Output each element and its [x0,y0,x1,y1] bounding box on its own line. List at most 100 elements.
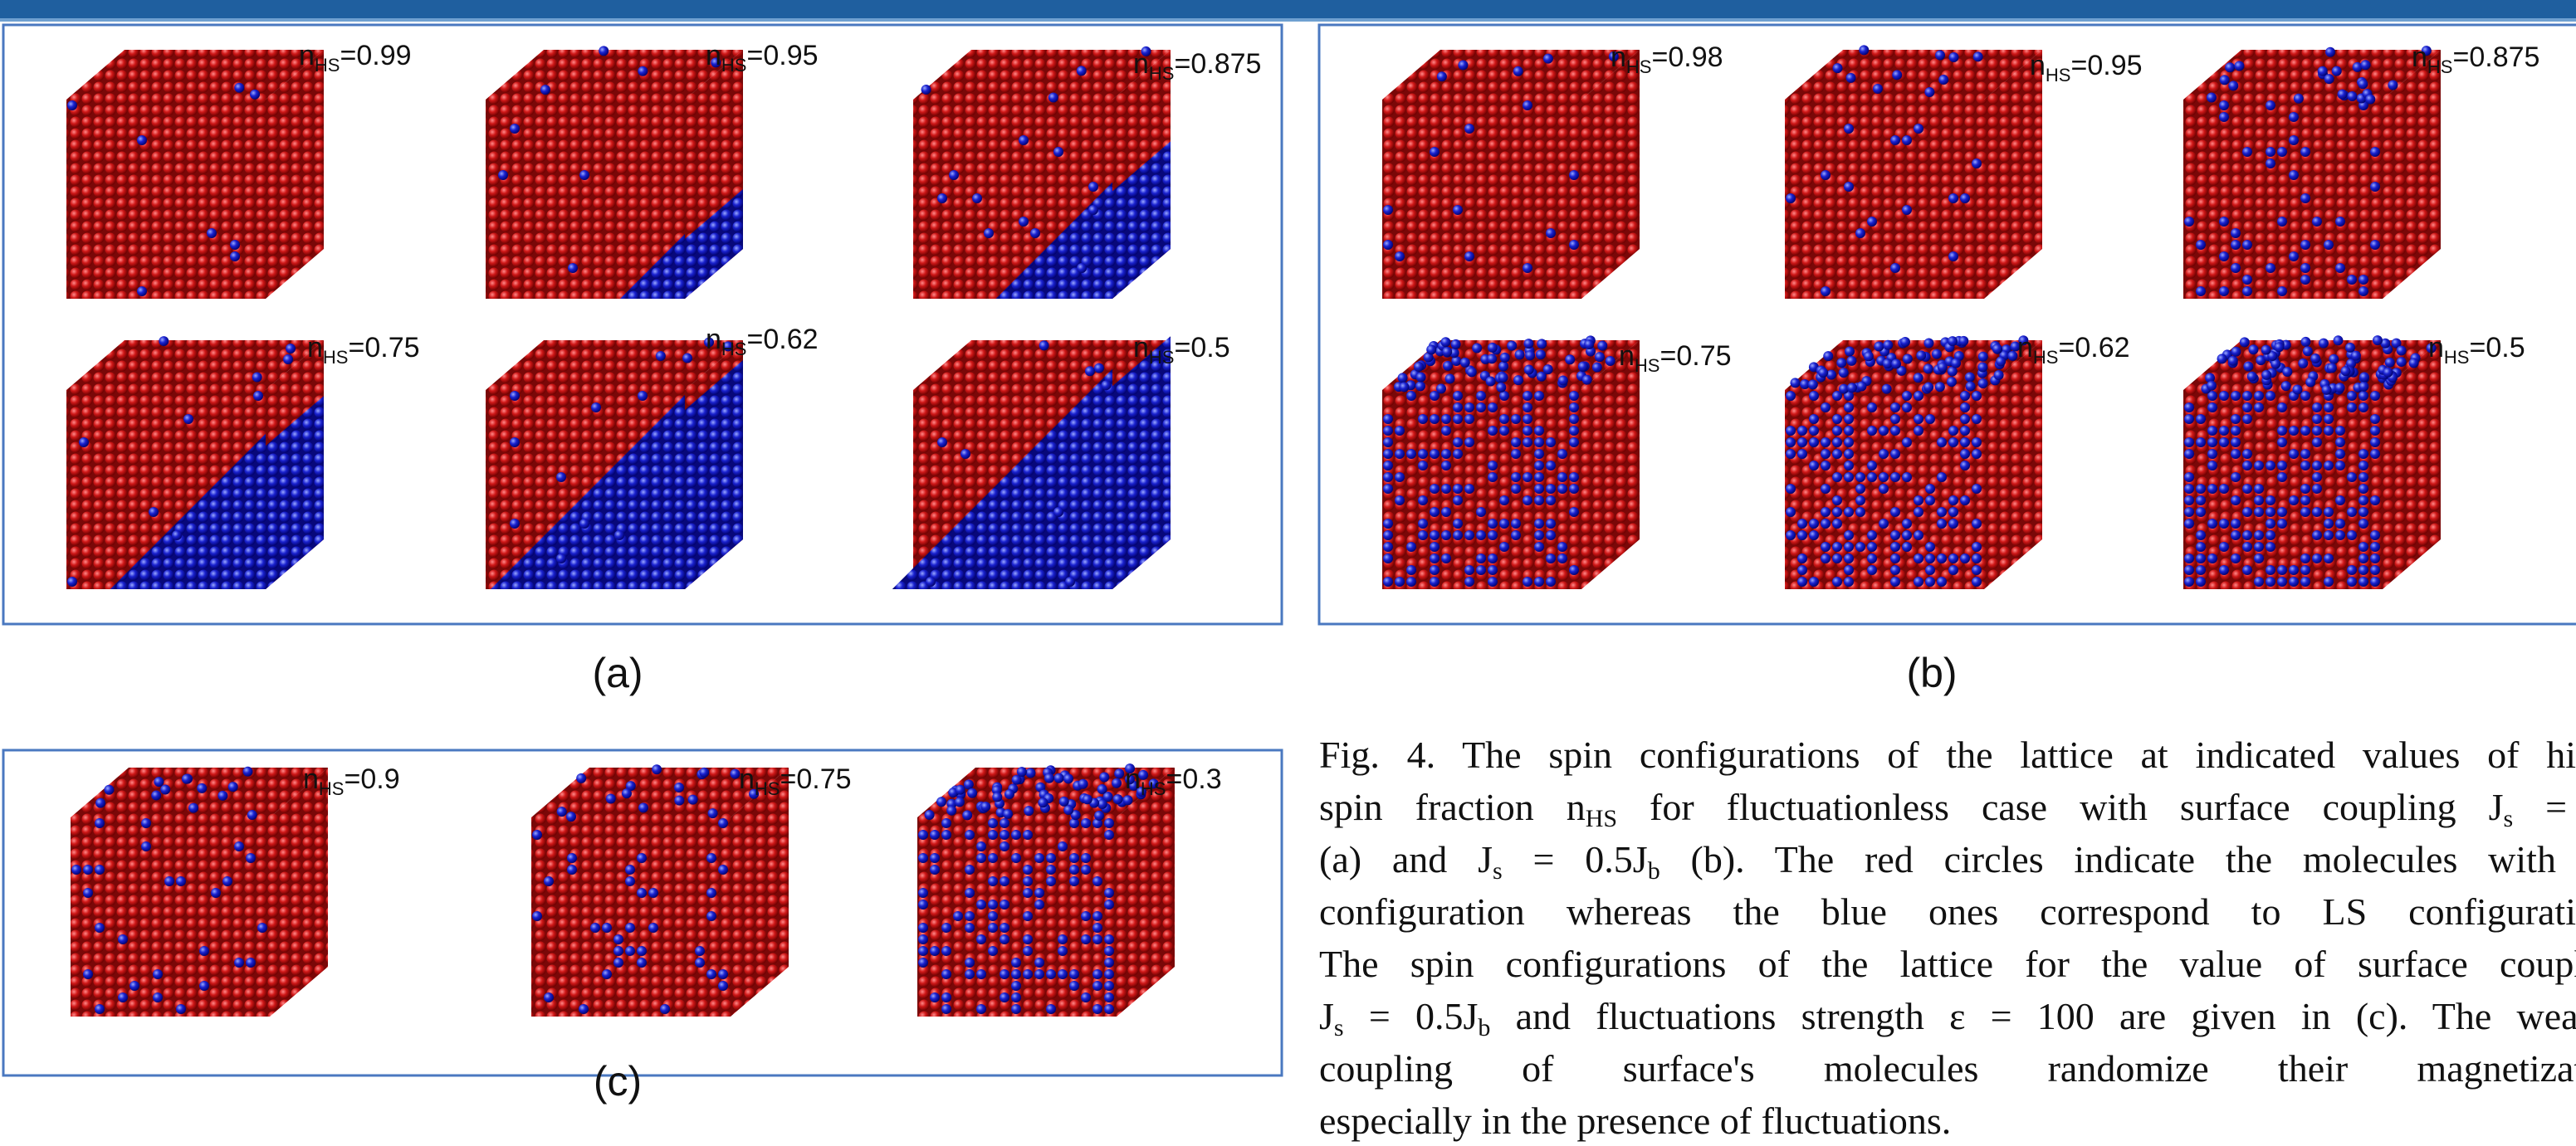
ls-molecule [1082,794,1092,805]
ls-molecule [2324,426,2334,436]
ls-molecule [1418,449,1428,459]
ls-molecule [1960,414,1970,424]
ls-molecule [2347,91,2358,102]
ls-molecule [1972,158,1982,168]
ls-molecule [1092,818,1102,828]
ls-molecule [1488,519,1498,529]
ls-molecule [941,969,951,979]
ls-molecule [2289,577,2299,587]
label-subscript: HS [721,55,747,76]
ls-molecule [1821,484,1831,494]
ls-molecule [95,923,105,933]
ls-molecule [1534,391,1544,401]
ls-molecule [211,888,221,898]
ls-molecule [1557,484,1567,494]
ls-molecule [1977,351,1988,362]
ls-domain [1112,141,1171,299]
ls-molecule [1899,337,1910,348]
ls-molecule [1786,484,1796,494]
ls-molecule [1092,934,1102,944]
ls-molecule [151,790,162,801]
ls-molecule [1946,377,1957,388]
ls-molecule [2277,426,2287,436]
lattice-cube [66,50,324,299]
ls-molecule [2358,519,2368,529]
ls-molecule [602,969,612,979]
ls-molecule [1101,380,1112,391]
caption-text: = 0.5J [1502,838,1648,880]
ls-molecule [1383,484,1393,494]
ls-molecule [936,797,947,807]
ls-molecule [2184,484,2194,494]
ls-molecule [1523,364,1534,375]
ls-molecule [2370,147,2380,157]
ls-molecule [2300,449,2310,459]
ls-molecule [1890,565,1900,575]
label-symbol: n [2030,50,2046,81]
ls-molecule [242,766,253,777]
ls-molecule [1914,426,1923,436]
ls-domain [110,433,266,589]
ls-molecule [2254,507,2264,517]
label-subscript: HS [1635,355,1660,376]
ls-molecule [1426,344,1437,355]
label-value: =0.75 [1659,340,1731,372]
ls-molecule [2242,147,2252,157]
ls-domain [685,189,743,299]
ls-molecule [1092,1004,1102,1014]
ls-molecule [2293,93,2304,104]
ls-molecule [1581,374,1592,385]
ls-molecule [2266,530,2275,540]
cube-top [71,768,328,817]
ls-molecule [1383,461,1393,471]
ls-molecule [1948,251,1958,261]
ls-molecule [1872,83,1883,94]
ls-molecule [1809,414,1819,424]
ls-molecule [1019,217,1029,227]
ls-molecule [2289,495,2299,505]
cube-top [486,50,743,100]
ls-molecule [1797,565,1807,575]
ls-molecule [1488,577,1498,587]
ls-molecule [2219,75,2230,85]
ls-molecule [1818,368,1829,378]
ls-molecule [1845,346,1855,357]
ls-molecule [1786,193,1796,203]
ls-molecule [2256,355,2266,366]
ls-molecule [1844,507,1854,517]
ls-molecule [1937,519,1947,529]
ls-molecule [149,507,159,517]
cube-front [486,100,685,299]
ls-molecule [1038,797,1048,808]
ls-molecule [1499,352,1510,363]
ls-molecule [1832,449,1842,459]
ls-molecule [1383,472,1393,482]
ls-molecule [2391,338,2402,349]
ls-molecule [2266,507,2275,517]
ls-molecule [930,830,940,840]
ls-molecule [556,553,566,563]
ls-molecule [2347,275,2357,285]
ls-molecule [2388,80,2398,90]
ls-molecule [704,337,715,348]
ls-molecule [2196,495,2206,505]
ls-molecule [1046,853,1056,863]
ls-molecule [1430,530,1440,540]
ls-molecule [1809,519,1819,529]
cube-front [66,100,266,299]
caption-line: (a) and Js = 0.5Jb (b). The red circles … [1319,833,2576,885]
ls-molecule [749,788,760,799]
ls-molecule [1832,472,1842,482]
ls-molecule [918,934,928,944]
ls-molecule [1786,391,1796,401]
ls-molecule [1511,519,1521,529]
ls-molecule [1948,519,1958,529]
ls-molecule [1499,426,1509,436]
ls-molecule [1845,72,1856,83]
ls-molecule [1821,170,1831,180]
ls-molecule [2358,402,2368,412]
ls-molecule [1797,530,1807,540]
ls-molecule [2205,373,2216,383]
ls-molecule [234,841,244,851]
ls-molecule [949,170,959,180]
